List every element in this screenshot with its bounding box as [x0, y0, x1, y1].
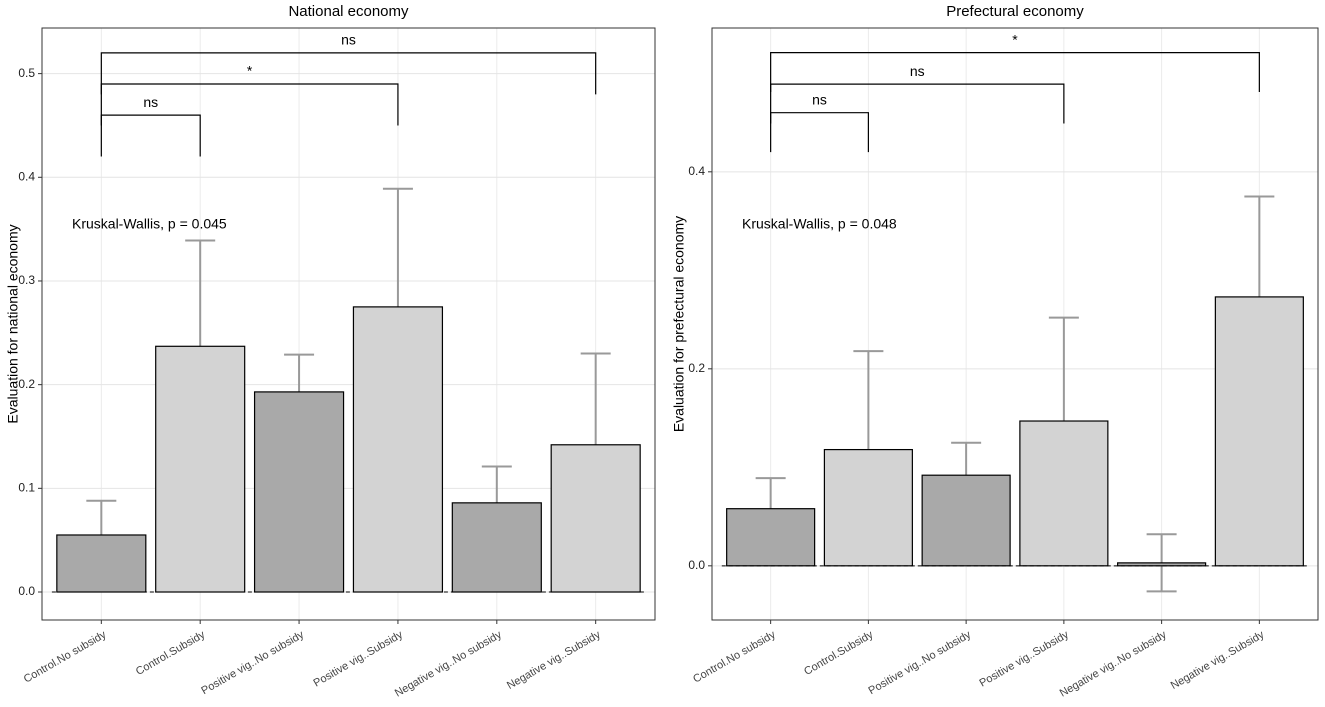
chart-title: National economy — [288, 3, 409, 20]
x-tick-label: Negative vig..Subsidy — [505, 628, 603, 692]
significance-bracket — [770, 83, 1065, 124]
x-tick-label: Positive vig..Subsidy — [312, 628, 406, 689]
x-tick-label: Positive vig..Subsidy — [977, 628, 1071, 689]
y-tick-label: 0.2 — [18, 377, 35, 391]
plot-border — [711, 27, 1319, 621]
significance-label: ns — [341, 32, 356, 48]
significance-label: * — [1012, 31, 1018, 47]
annotation: Kruskal-Wallis, p = 0.045 — [72, 216, 227, 232]
panel: 0.0 0.2 0.4 Control.No subsidy Control.Subsi… — [671, 3, 1319, 700]
x-tick-label: Positive vig..No subsidy — [866, 628, 973, 697]
y-tick-label: 0.2 — [688, 361, 705, 375]
y-tick-label: 0.4 — [688, 164, 705, 178]
significance-bracket — [770, 112, 869, 153]
x-tick-label: Negative vig..No subsidy — [393, 628, 504, 699]
bar — [352, 306, 444, 593]
y-axis-label: Evaluation for prefectural economy — [671, 216, 687, 432]
y-tick-label: 0.0 — [688, 558, 705, 572]
bar — [155, 345, 246, 593]
x-tick-label: Negative vig..Subsidy — [1169, 628, 1267, 692]
y-tick-label: 0.5 — [18, 66, 35, 80]
bar — [1117, 562, 1207, 567]
bar — [726, 508, 816, 567]
bar — [823, 448, 913, 567]
chart-title: Prefectural economy — [946, 3, 1084, 20]
plot-border — [41, 27, 656, 621]
x-tick-label: Positive vig..No subsidy — [199, 628, 306, 697]
y-axis-label: Evaluation for national economy — [5, 224, 21, 423]
bar — [550, 444, 641, 593]
significance-label: ns — [812, 91, 827, 107]
bar — [253, 391, 345, 593]
panel: 0.0 0.1 0.2 0.3 0.4 0.5 Control.No subsidy Cont… — [5, 3, 656, 700]
bar — [451, 502, 542, 593]
x-tick-label: Negative vig..No subsidy — [1058, 628, 1169, 699]
significance-label: ns — [143, 94, 158, 110]
bar — [1214, 296, 1304, 567]
x-tick-label: Control.Subsidy — [802, 628, 876, 677]
bar — [921, 474, 1011, 567]
x-tick-label: Control.No subsidy — [691, 628, 778, 685]
y-tick-label: 0.4 — [18, 169, 35, 183]
significance-label: * — [247, 63, 253, 79]
bar — [1019, 420, 1109, 567]
significance-bracket — [100, 114, 201, 157]
y-tick-label: 0.0 — [18, 584, 35, 598]
significance-bracket — [100, 83, 399, 126]
bar — [56, 534, 147, 593]
x-tick-label: Control.Subsidy — [134, 628, 208, 677]
x-tick-label: Control.No subsidy — [22, 628, 109, 685]
significance-label: ns — [910, 63, 925, 79]
y-tick-label: 0.1 — [18, 481, 35, 495]
significance-bracket — [100, 52, 597, 95]
y-tick-label: 0.3 — [18, 273, 35, 287]
annotation: Kruskal-Wallis, p = 0.048 — [742, 216, 897, 232]
significance-bracket — [770, 52, 1260, 93]
